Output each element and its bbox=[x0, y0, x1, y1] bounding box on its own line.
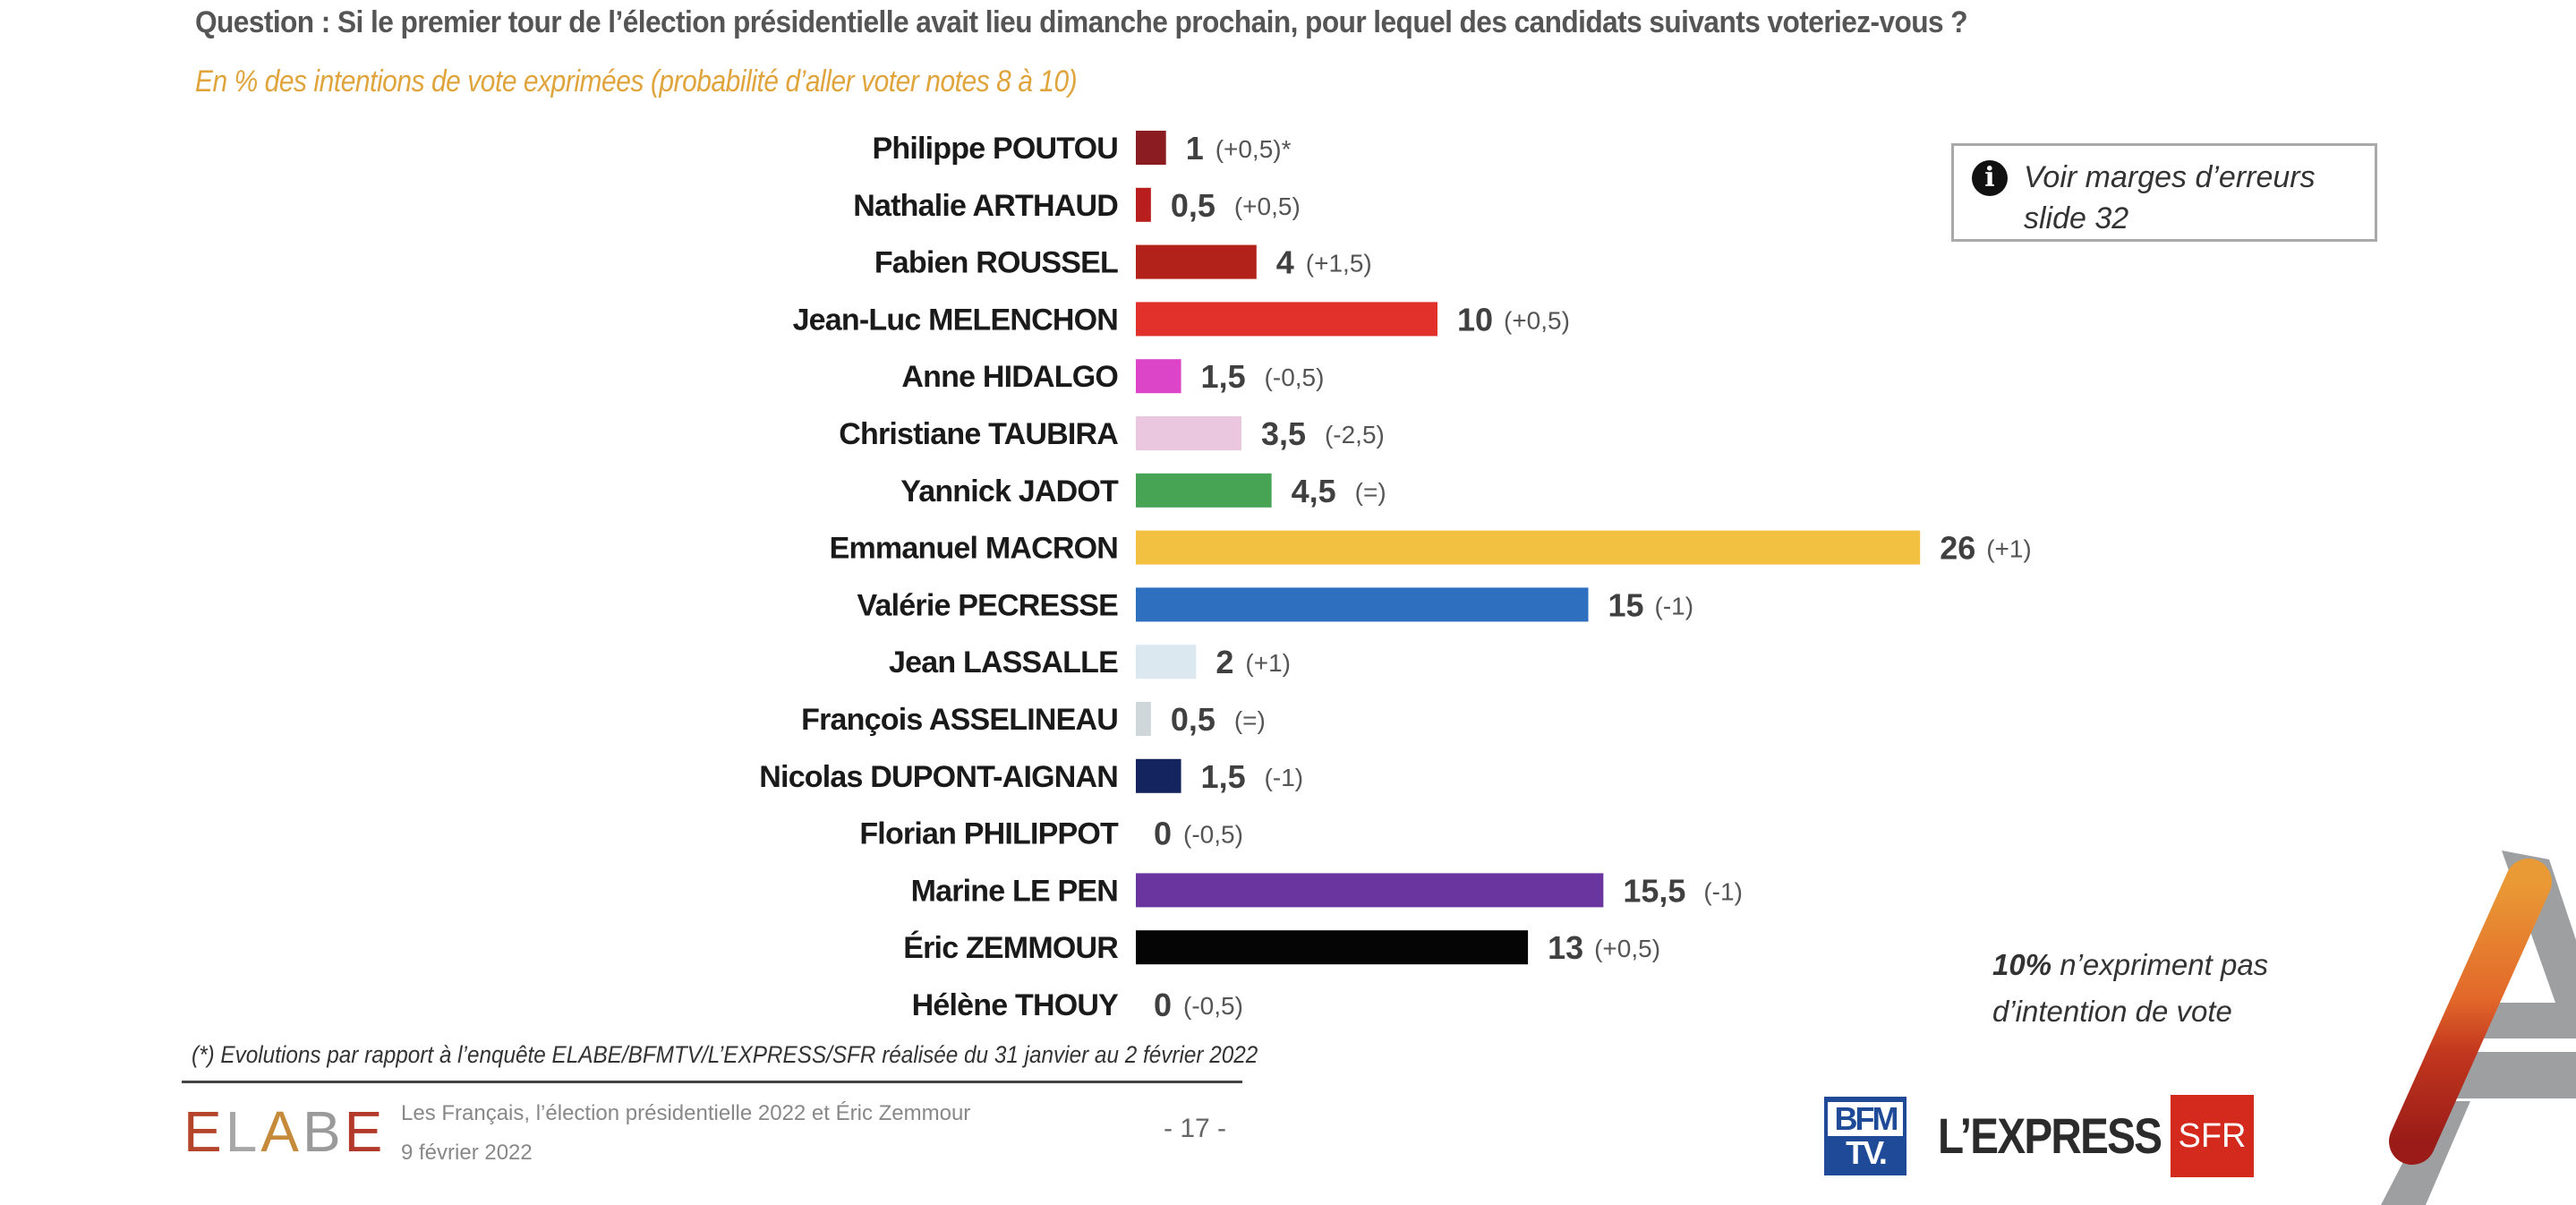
elabe-logo-letter: E bbox=[183, 1099, 226, 1164]
value-label: 13 bbox=[1548, 929, 1583, 966]
elabe-logo-letter: A bbox=[260, 1099, 303, 1164]
no-intention-percent: 10% bbox=[1992, 948, 2052, 981]
category-label: Fabien ROUSSEL bbox=[874, 246, 1118, 280]
category-label: Nicolas DUPONT-AIGNAN bbox=[759, 760, 1118, 794]
category-label: Anne HIDALGO bbox=[901, 360, 1118, 394]
category-label: Emmanuel MACRON bbox=[830, 532, 1118, 566]
bar bbox=[1136, 702, 1151, 736]
bar bbox=[1136, 131, 1166, 165]
category-label: Jean-Luc MELENCHON bbox=[793, 303, 1118, 337]
value-label: 15,5 bbox=[1623, 872, 1685, 909]
category-label: Philippe POUTOU bbox=[872, 132, 1118, 166]
no-intention-note: 10% n’expriment pas d’intention de vote bbox=[1992, 942, 2268, 1035]
study-title: Les Français, l’élection présidentielle … bbox=[401, 1101, 971, 1125]
value-label: 10 bbox=[1457, 301, 1493, 338]
bar bbox=[1136, 359, 1181, 394]
category-label: Marine LE PEN bbox=[911, 874, 1118, 908]
category-label: Hélène THOUY bbox=[912, 988, 1119, 1022]
category-label: Éric ZEMMOUR bbox=[903, 931, 1118, 965]
bar bbox=[1136, 187, 1151, 222]
category-label: Jean LASSALLE bbox=[889, 645, 1118, 679]
bar bbox=[1136, 873, 1604, 908]
change-label: (-2,5) bbox=[1325, 421, 1385, 449]
change-label: (-0,5) bbox=[1183, 992, 1243, 1020]
chart-subtitle: En % des intentions de vote exprimées (p… bbox=[195, 64, 1078, 98]
change-label: (+0,5) bbox=[1234, 192, 1301, 220]
category-label: Florian PHILIPPOT bbox=[859, 817, 1119, 851]
bar bbox=[1136, 302, 1437, 337]
bar bbox=[1136, 416, 1241, 450]
value-label: 26 bbox=[1940, 530, 1975, 567]
elabe-logo-text: ELABE bbox=[183, 1103, 386, 1160]
bar bbox=[1136, 530, 1921, 565]
no-intention-text-1: n’expriment pas bbox=[2051, 948, 2269, 981]
bfmtv-logo-top: BFM bbox=[1828, 1102, 1903, 1136]
study-date: 9 février 2022 bbox=[401, 1141, 533, 1165]
change-label: (+1,5) bbox=[1306, 250, 1372, 278]
change-label: (+0,5) bbox=[1504, 306, 1570, 334]
no-intention-text-2: d’intention de vote bbox=[1992, 995, 2232, 1028]
error-margin-text: Voir marges d’erreurs slide 32 bbox=[2024, 160, 2316, 235]
value-label: 3,5 bbox=[1261, 415, 1306, 452]
value-label: 0 bbox=[1154, 816, 1172, 852]
change-label: (-0,5) bbox=[1183, 821, 1243, 849]
value-label: 2 bbox=[1215, 644, 1233, 680]
change-label: (=) bbox=[1355, 478, 1386, 506]
change-label: (-1) bbox=[1265, 764, 1304, 791]
value-label: 0,5 bbox=[1171, 187, 1215, 224]
category-label: Valérie PECRESSE bbox=[857, 588, 1119, 622]
sfr-logo: SFR bbox=[2171, 1095, 2254, 1177]
elabe-logo-letter: L bbox=[225, 1099, 261, 1164]
change-label: (=) bbox=[1234, 706, 1266, 734]
change-label: (-1) bbox=[1655, 592, 1694, 620]
change-label: (+0,5)* bbox=[1215, 135, 1292, 163]
value-label: 1,5 bbox=[1201, 358, 1246, 395]
elabe-a-logo-icon bbox=[2381, 850, 2576, 1205]
change-label: (-0,5) bbox=[1265, 363, 1325, 391]
category-label: Christiane TAUBIRA bbox=[839, 417, 1118, 451]
change-label: (+1) bbox=[1245, 649, 1291, 677]
category-label: Yannick JADOT bbox=[900, 474, 1119, 508]
bar bbox=[1136, 473, 1272, 508]
question-title: Question : Si le premier tour de l’élect… bbox=[195, 5, 1968, 39]
footnote: (*) Evolutions par rapport à l’enquête E… bbox=[192, 1041, 1258, 1068]
elabe-logo-letter: E bbox=[344, 1099, 387, 1164]
bar bbox=[1136, 587, 1589, 622]
value-label: 15 bbox=[1608, 586, 1644, 623]
bfmtv-logo-bottom: TV. bbox=[1846, 1134, 1888, 1171]
elabe-logo-letter: B bbox=[302, 1099, 345, 1164]
info-icon: i bbox=[1972, 160, 2008, 196]
elabe-logo: ELABE bbox=[183, 1103, 386, 1160]
value-label: 0 bbox=[1154, 987, 1172, 1023]
error-margin-note: i Voir marges d’erreurs slide 32 bbox=[1951, 143, 2377, 242]
change-label: (+1) bbox=[1986, 535, 2032, 563]
bar bbox=[1136, 645, 1197, 679]
value-label: 4,5 bbox=[1292, 473, 1336, 509]
page-number: - 17 - bbox=[1164, 1114, 1227, 1143]
value-label: 4 bbox=[1276, 244, 1294, 281]
bfmtv-logo: BFM TV. bbox=[1824, 1097, 1906, 1175]
value-label: 0,5 bbox=[1171, 701, 1215, 738]
bar bbox=[1136, 930, 1529, 965]
change-label: (-1) bbox=[1703, 877, 1743, 905]
footnote-divider bbox=[182, 1081, 1242, 1083]
value-label: 1,5 bbox=[1201, 758, 1246, 795]
bar bbox=[1136, 758, 1181, 793]
bar bbox=[1136, 244, 1257, 279]
category-label: François ASSELINEAU bbox=[801, 703, 1118, 737]
lexpress-logo: L’EXPRESS bbox=[1938, 1107, 2162, 1164]
value-label: 1 bbox=[1186, 130, 1204, 167]
category-label: Nathalie ARTHAUD bbox=[853, 189, 1118, 223]
change-label: (+0,5) bbox=[1594, 935, 1660, 962]
